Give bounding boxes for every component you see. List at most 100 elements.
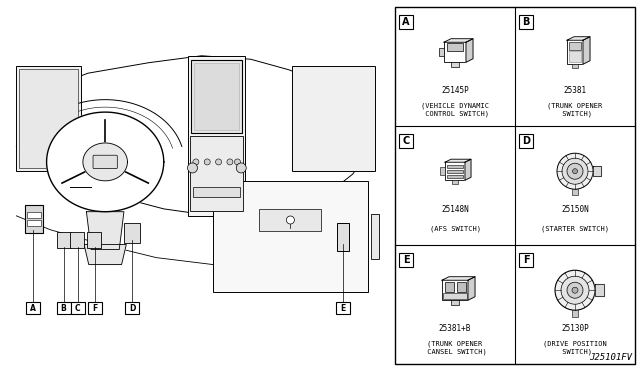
Bar <box>56 302 70 314</box>
Text: 25148N: 25148N <box>441 205 469 214</box>
Bar <box>193 187 240 197</box>
Bar <box>337 223 349 251</box>
Bar <box>70 232 84 248</box>
Bar <box>572 310 578 317</box>
Bar <box>519 134 533 148</box>
Bar <box>440 167 445 175</box>
Bar <box>17 66 81 171</box>
Text: 25381+B: 25381+B <box>439 324 471 333</box>
Circle shape <box>286 216 294 224</box>
Text: 25150N: 25150N <box>561 205 589 214</box>
Polygon shape <box>583 37 590 64</box>
Bar <box>445 282 454 292</box>
Bar <box>519 253 533 267</box>
Text: C: C <box>75 304 81 312</box>
FancyBboxPatch shape <box>93 155 117 169</box>
Text: (DRIVE POSITION
 SWITCH): (DRIVE POSITION SWITCH) <box>543 340 607 355</box>
Bar <box>569 42 581 50</box>
Circle shape <box>188 163 198 173</box>
Polygon shape <box>593 166 601 176</box>
Polygon shape <box>465 159 471 180</box>
Bar <box>451 62 459 67</box>
Text: 25145P: 25145P <box>441 86 469 95</box>
Bar <box>572 64 578 68</box>
Polygon shape <box>442 277 475 280</box>
Bar <box>292 66 376 171</box>
Text: A: A <box>31 304 36 312</box>
Text: F: F <box>92 304 97 312</box>
Bar <box>188 56 245 216</box>
Text: (STARTER SWITCH): (STARTER SWITCH) <box>541 225 609 232</box>
Bar <box>56 232 70 248</box>
Bar <box>259 209 321 231</box>
Bar <box>399 253 413 267</box>
Polygon shape <box>466 39 473 62</box>
Bar <box>28 220 42 226</box>
Polygon shape <box>445 159 471 162</box>
Polygon shape <box>84 244 126 264</box>
Circle shape <box>555 270 595 310</box>
Text: B: B <box>61 304 67 312</box>
Circle shape <box>216 159 221 165</box>
Text: B: B <box>522 17 530 27</box>
Circle shape <box>227 159 233 165</box>
Polygon shape <box>567 37 590 40</box>
Bar <box>443 293 467 299</box>
Circle shape <box>234 159 241 165</box>
Text: (AFS SWITCH): (AFS SWITCH) <box>429 225 481 232</box>
Bar <box>439 48 444 56</box>
Bar <box>70 302 84 314</box>
Bar <box>191 60 242 132</box>
Bar <box>447 170 463 173</box>
Bar <box>26 205 44 233</box>
Circle shape <box>573 169 577 174</box>
Text: (VEHICLE DYNAMIC
 CONTROL SWITCH): (VEHICLE DYNAMIC CONTROL SWITCH) <box>421 102 489 116</box>
Bar <box>195 63 239 129</box>
Circle shape <box>572 287 578 293</box>
Bar <box>19 69 77 168</box>
Bar <box>190 136 243 211</box>
Bar <box>213 181 368 292</box>
Bar <box>88 302 102 314</box>
Bar <box>336 302 350 314</box>
Polygon shape <box>86 212 124 250</box>
Text: F: F <box>523 255 529 265</box>
Circle shape <box>562 158 588 184</box>
Bar <box>399 15 413 29</box>
Bar <box>452 180 458 184</box>
Bar <box>447 175 463 178</box>
Circle shape <box>567 163 583 179</box>
Circle shape <box>204 159 210 165</box>
Circle shape <box>557 153 593 189</box>
Text: 25381: 25381 <box>563 86 587 95</box>
Polygon shape <box>47 112 164 212</box>
Circle shape <box>193 159 199 165</box>
Bar <box>567 40 583 64</box>
Text: E: E <box>403 255 410 265</box>
Bar <box>395 7 635 364</box>
Bar <box>451 300 459 305</box>
Bar <box>444 42 466 62</box>
Text: A: A <box>403 17 410 27</box>
Polygon shape <box>444 39 473 42</box>
Text: (TRUNK OPENER
 CANSEL SWITCH): (TRUNK OPENER CANSEL SWITCH) <box>423 340 487 355</box>
Bar <box>442 280 468 300</box>
Text: D: D <box>129 304 135 312</box>
Bar <box>572 189 578 195</box>
Text: (TRUNK OPENER
 SWITCH): (TRUNK OPENER SWITCH) <box>547 102 603 116</box>
Polygon shape <box>83 143 127 181</box>
Bar <box>124 223 140 243</box>
Bar <box>87 232 101 248</box>
Text: J25101FV: J25101FV <box>589 353 632 362</box>
Text: E: E <box>340 304 346 312</box>
Bar <box>371 214 379 259</box>
Bar <box>456 282 465 292</box>
Bar <box>399 134 413 148</box>
Circle shape <box>561 276 589 304</box>
Bar <box>445 162 465 180</box>
Bar <box>125 302 139 314</box>
Text: 25130P: 25130P <box>561 324 589 333</box>
Circle shape <box>567 282 583 298</box>
Bar <box>447 43 463 51</box>
Polygon shape <box>595 284 604 296</box>
